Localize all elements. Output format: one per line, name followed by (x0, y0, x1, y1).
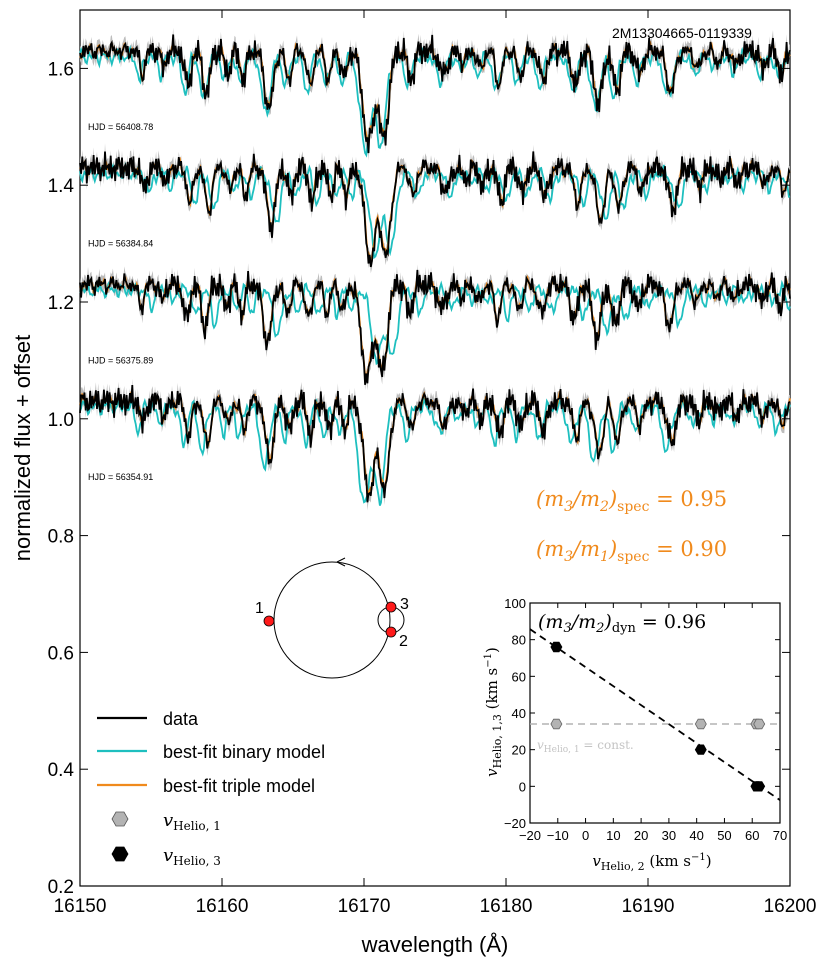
star-3-label: 3 (400, 596, 409, 613)
legend-marker-vhelio3 (111, 846, 129, 862)
outer-orbit (273, 561, 391, 679)
inset-x-tick-label: 20 (634, 828, 648, 843)
orbit-diagram: 1 3 2 (255, 557, 409, 679)
star-1 (263, 615, 275, 627)
y-tick-label: 1.0 (48, 410, 74, 431)
vhelio1-point (694, 718, 707, 730)
epoch-label: HJD = 56354.91 (88, 472, 153, 482)
vhelio1-point (753, 718, 766, 730)
y-tick-label: 1.4 (48, 176, 75, 197)
vhelio3-point (550, 641, 563, 653)
legend-label-triple: best-fit triple model (163, 776, 315, 796)
inset-fit-line (529, 628, 781, 801)
x-tick-label: 16200 (764, 896, 817, 917)
star-2 (385, 626, 397, 638)
inset-points (550, 641, 766, 792)
y-tick-label: 0.8 (48, 527, 74, 548)
inset-x-tick-label: 10 (606, 828, 620, 843)
inset-x-tick-label: 70 (773, 828, 787, 843)
legend: data best-fit binary model best-fit trip… (97, 709, 325, 868)
binary-model-line (79, 396, 791, 506)
inset-x-tick-label: −10 (547, 828, 569, 843)
inset-y-tick-label: 0 (519, 779, 526, 794)
binary-model-line (79, 44, 791, 158)
inset-x-tick-label: 30 (662, 828, 676, 843)
y-axis-label: normalized flux + offset (10, 335, 35, 561)
inset-x-tick-label: 50 (717, 828, 731, 843)
legend-label-vhelio1: vHelio, 1 (163, 810, 221, 833)
inset-y-tick-label: 20 (512, 743, 526, 758)
epoch-labels: HJD = 56408.78 HJD = 56384.84 HJD = 56375.… (88, 122, 153, 482)
inset-axis-ticks: −20 −10 0 10 20 30 40 50 60 70 −20 0 20 40 60 80 100 (504, 596, 787, 843)
epoch-label: HJD = 56384.84 (88, 239, 153, 249)
y-tick-label: 1.6 (48, 59, 74, 80)
x-tick-label: 16170 (338, 896, 391, 917)
vhelio1-point (550, 718, 563, 730)
legend-label-vhelio3: vHelio, 3 (163, 845, 221, 868)
y-tick-label: 0.2 (48, 877, 74, 898)
inset-background (529, 602, 781, 824)
y-tick-label: 0.6 (48, 643, 74, 664)
binary-model-line (79, 161, 791, 260)
inset-y-tick-label: 60 (512, 669, 526, 684)
inset-x-tick-label: 0 (582, 828, 589, 843)
orbit-direction-arrow (336, 557, 346, 567)
object-id-label: 2M13304665-0119339 (612, 25, 752, 41)
vhelio3-point (694, 744, 707, 755)
mass-ratio-spec-32: (m3/m2)spec = 0.95 (536, 487, 727, 515)
legend-marker-vhelio1 (111, 811, 129, 827)
star-2-label: 2 (399, 633, 408, 650)
inset-y-label: vHelio, 1,3 (km s−1) (483, 647, 504, 777)
inset-x-tick-label: 40 (689, 828, 703, 843)
main-axis-ticks: 16150 16160 16170 16180 16190 16200 0.2 0.4 0.6 0… (48, 10, 817, 917)
inset-y-tick-label: 100 (504, 596, 526, 611)
inset-chart: −20 −10 0 10 20 30 40 50 60 70 −20 0 20 40 60 80 100 (m3… (483, 596, 787, 873)
x-tick-label: 16160 (196, 896, 249, 917)
main-plot-frame (79, 9, 791, 887)
legend-label-binary: best-fit binary model (163, 742, 325, 762)
epoch-label: HJD = 56375.89 (88, 355, 153, 365)
data-line (79, 269, 791, 385)
inset-y-tick-label: 80 (512, 633, 526, 648)
data-line (79, 384, 791, 503)
mass-ratio-spec-31: (m3/m1)spec = 0.90 (536, 537, 727, 565)
star-3 (385, 601, 397, 613)
x-tick-label: 16190 (622, 896, 675, 917)
vhelio3-point (753, 781, 766, 792)
legend-label-data: data (163, 709, 199, 729)
data-error-band (80, 27, 790, 161)
y-tick-label: 0.4 (48, 760, 75, 781)
y-tick-label: 1.2 (48, 293, 74, 314)
inset-y-tick-label: 40 (512, 706, 526, 721)
x-axis-label: wavelength (Å) (361, 932, 509, 957)
inset-x-label: vHelio, 2 (km s−1) (592, 852, 711, 873)
inset-title: (m3/m2)dyn = 0.96 (538, 611, 706, 636)
epoch-label: HJD = 56408.78 (88, 122, 153, 132)
inset-y-tick-label: −20 (504, 816, 526, 831)
data-line (79, 34, 791, 154)
data-line (79, 151, 791, 268)
star-1-label: 1 (255, 600, 264, 617)
inset-x-tick-label: 60 (745, 828, 759, 843)
inset-x-tick-label: −20 (519, 828, 541, 843)
x-tick-label: 16150 (54, 896, 107, 917)
spectra-group (79, 27, 791, 511)
inset-const-label: vHelio, 1 = const. (537, 738, 634, 755)
x-tick-label: 16180 (480, 896, 533, 917)
